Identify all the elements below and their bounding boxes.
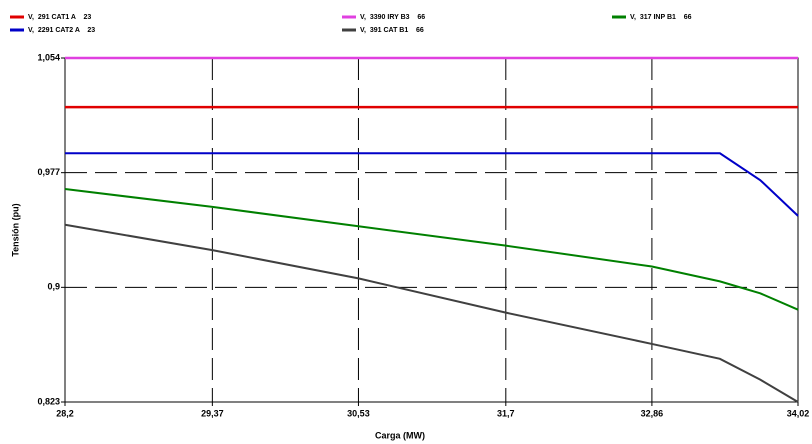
- x-axis-title: Carga (MW): [375, 430, 425, 440]
- legend-label: V, 3390 IRY B3 66: [360, 14, 425, 21]
- x-tick-label: 32,86: [641, 408, 664, 418]
- x-tick-label: 31,7: [497, 408, 515, 418]
- x-tick-label: 30,53: [347, 408, 370, 418]
- legend-label: V, 291 CAT1 A 23: [28, 14, 91, 21]
- legend: V, 291 CAT1 A 23 V, 3390 IRY B3 66 V, 317 …: [10, 14, 692, 34]
- series-line: [65, 152, 799, 217]
- legend-label: V, 317 INP B1 66: [630, 14, 692, 21]
- y-tick-label: 0,977: [37, 167, 60, 177]
- x-tick-label: 29,37: [201, 408, 224, 418]
- y-tick-label: 0,823: [37, 396, 60, 406]
- series-line: [64, 188, 799, 311]
- y-axis-title: Tensión (pu): [10, 203, 20, 256]
- y-tick-label: 0,9: [47, 282, 60, 292]
- y-tick-label: 1,054: [37, 52, 60, 62]
- legend-label: V, 391 CAT B1 66: [360, 27, 424, 34]
- plot-area: [64, 57, 799, 403]
- x-tick-label: 34,02: [787, 408, 810, 418]
- legend-label: V, 2291 CAT2 A 23: [28, 27, 95, 34]
- x-tick-label: 28,2: [56, 408, 74, 418]
- series-line: [64, 223, 799, 403]
